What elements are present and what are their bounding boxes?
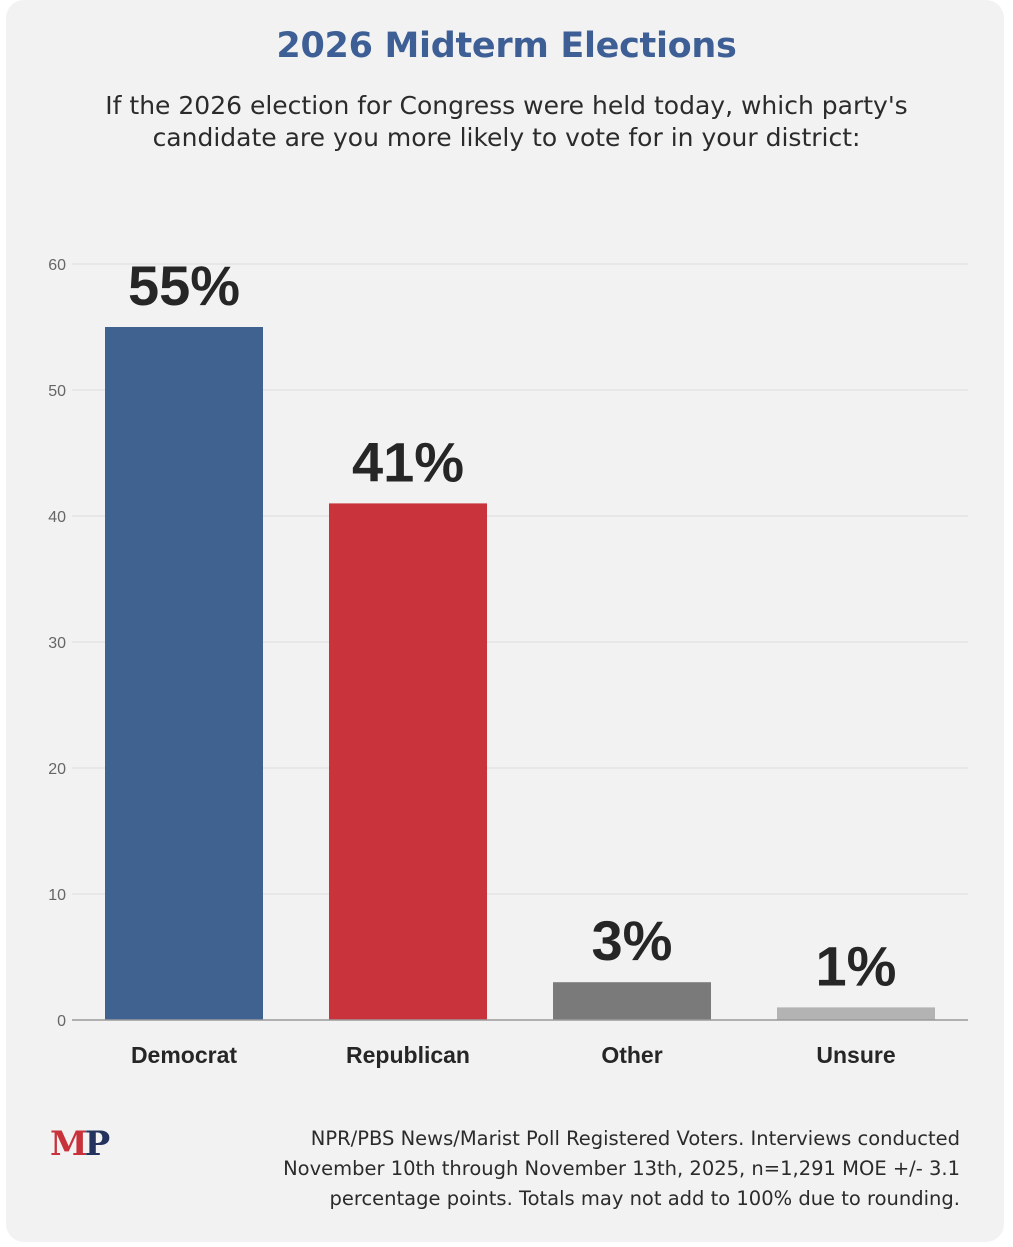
logo-letter-m: M <box>50 1124 88 1164</box>
y-tick-label-40: 40 <box>48 509 66 526</box>
bar-democrat <box>105 327 263 1020</box>
subtitle-line-2: candidate are you more likely to vote fo… <box>152 123 861 152</box>
x-tick-label-democrat: Democrat <box>131 1042 237 1068</box>
x-tick-label-republican: Republican <box>346 1042 470 1068</box>
x-tick-label-other: Other <box>601 1042 662 1068</box>
subtitle-line-1: If the 2026 election for Congress were h… <box>105 91 908 120</box>
chart-title: 2026 Midterm Elections <box>276 26 737 66</box>
source-line-2: November 10th through November 13th, 202… <box>283 1157 960 1180</box>
bar-republican <box>329 503 487 1020</box>
y-tick-label-50: 50 <box>48 383 66 400</box>
data-label-unsure: 1% <box>816 934 897 997</box>
y-tick-label-60: 60 <box>48 257 66 274</box>
source-line-3: percentage points. Totals may not add to… <box>329 1187 960 1210</box>
bar-other <box>553 982 711 1020</box>
data-label-other: 3% <box>592 909 673 972</box>
chart-subtitle: If the 2026 election for Congress were h… <box>40 90 973 154</box>
marist-poll-logo: MP <box>50 1124 111 1164</box>
data-label-republican: 41% <box>352 430 464 493</box>
y-tick-label-20: 20 <box>48 761 66 778</box>
y-tick-label-10: 10 <box>48 887 66 904</box>
source-line-1: NPR/PBS News/Marist Poll Registered Vote… <box>310 1127 960 1150</box>
y-tick-label-30: 30 <box>48 635 66 652</box>
source-note: NPR/PBS News/Marist Poll Registered Vote… <box>180 1124 960 1214</box>
x-tick-label-unsure: Unsure <box>816 1042 895 1068</box>
logo-letter-p: P <box>84 1124 111 1164</box>
bar-unsure <box>777 1007 935 1020</box>
data-label-democrat: 55% <box>128 254 240 317</box>
y-tick-label-0: 0 <box>57 1013 66 1030</box>
